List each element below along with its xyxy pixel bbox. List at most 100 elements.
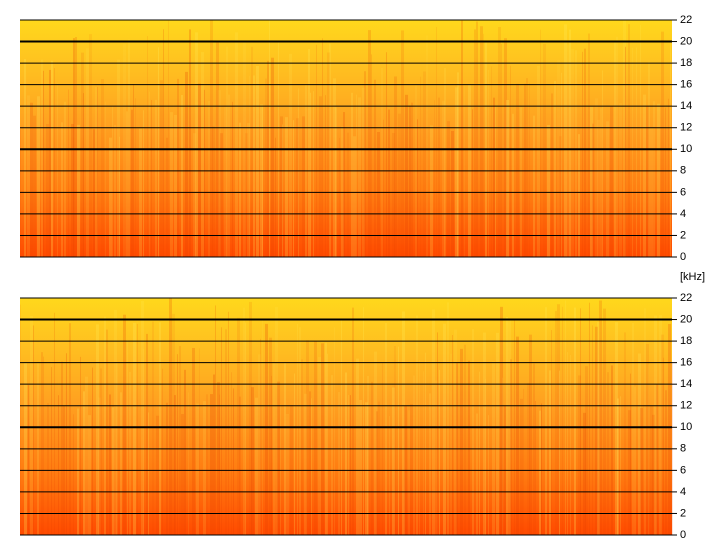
spectrogram-texture: [392, 133, 395, 257]
spectrogram-texture: [339, 137, 340, 257]
spectrogram-texture: [600, 108, 602, 257]
spectrogram-texture: [516, 336, 519, 535]
spectrogram-texture: [247, 123, 250, 257]
y-tick-label: 0: [680, 529, 686, 541]
spectrogram-texture: [195, 32, 198, 257]
spectrogram-texture: [83, 391, 85, 535]
spectrogram-texture: [620, 396, 621, 535]
spectrogram-texture: [374, 79, 376, 257]
spectrogram-texture: [665, 390, 667, 535]
spectrogram-texture: [551, 93, 553, 257]
spectrogram-texture: [232, 101, 233, 258]
spectrogram-texture: [260, 104, 263, 257]
spectrogram-texture: [135, 98, 136, 257]
spectrogram-texture: [479, 371, 480, 535]
spectrogram-texture: [624, 332, 626, 535]
spectrogram-texture: [611, 365, 613, 535]
spectrogram-texture: [333, 78, 336, 258]
spectrogram-texture: [243, 307, 245, 535]
spectrogram-texture: [476, 21, 478, 257]
spectrogram-texture: [163, 29, 164, 258]
spectrogram-texture: [574, 307, 576, 535]
spectrogram-texture: [265, 78, 267, 257]
spectrogram-texture: [41, 59, 43, 258]
spectrogram-texture: [289, 53, 292, 258]
spectrogram-texture: [37, 96, 40, 257]
spectrogram-texture: [595, 98, 598, 257]
spectrogram-texture: [567, 44, 569, 258]
spectrogram-texture: [181, 94, 183, 257]
spectrogram-texture: [189, 29, 191, 257]
spectrogram-texture: [297, 323, 298, 535]
spectrogram-texture: [101, 79, 104, 257]
spectrogram-texture: [95, 86, 98, 257]
spectrogram-texture: [535, 401, 536, 535]
spectrogram-texture: [174, 114, 177, 258]
spectrogram-texture: [549, 370, 551, 535]
spectrogram-texture: [668, 323, 671, 535]
spectrogram-texture: [146, 333, 148, 535]
spectrogram-texture: [632, 47, 633, 258]
spectrogram-texture: [61, 361, 63, 535]
y-tick-label: 22: [680, 292, 692, 304]
spectrogram-texture: [217, 382, 220, 535]
spectrogram-texture: [347, 132, 349, 257]
spectrogram-texture: [644, 308, 646, 535]
spectrogram-texture: [501, 43, 502, 257]
spectrogram-texture: [30, 316, 33, 535]
spectrogram-texture: [329, 43, 331, 257]
spectrogram-texture: [225, 329, 227, 535]
spectrogram-texture: [177, 354, 178, 535]
spectrogram-texture: [224, 106, 227, 257]
spectrogram-texture: [54, 68, 55, 258]
spectrogram-texture: [123, 314, 126, 535]
spectrogram-texture: [204, 89, 205, 257]
spectrogram-texture: [378, 401, 380, 535]
spectrogram-texture: [648, 364, 649, 535]
spectrogram-texture: [504, 38, 507, 257]
spectrogram-texture: [129, 371, 131, 535]
spectrogram-texture: [251, 46, 253, 257]
spectrogram-texture: [447, 121, 450, 258]
spectrogram-texture: [541, 403, 542, 535]
spectrogram-texture: [646, 343, 649, 535]
spectrogram-texture: [311, 398, 312, 535]
spectrogram-texture: [256, 65, 259, 257]
spectrogram-texture: [654, 315, 657, 535]
spectrogram-texture: [210, 394, 213, 535]
spectrogram-texture: [500, 306, 503, 535]
spectrogram-texture: [277, 381, 280, 535]
spectrogram-texture: [275, 306, 278, 535]
spectrogram-texture: [388, 109, 390, 257]
spectrogram-texture: [51, 60, 53, 257]
spectrogram-texture: [472, 329, 474, 535]
spectrogram-texture: [75, 37, 77, 257]
spectrogram-texture: [233, 388, 234, 535]
spectrogram-texture: [582, 51, 583, 257]
spectrogram-texture: [304, 393, 307, 535]
spectrogram-texture: [570, 355, 571, 535]
spectrogram-texture: [483, 33, 484, 257]
spectrogram-texture: [168, 20, 169, 258]
spectrogram-texture: [429, 393, 431, 535]
spectrogram-texture: [301, 359, 303, 535]
spectrogram-texture: [365, 402, 368, 535]
spectrogram-texture: [408, 410, 410, 535]
spectrogram-texture: [588, 33, 590, 257]
spectrogram-texture: [179, 345, 181, 535]
spectrogram-texture: [210, 20, 213, 258]
spectrogram-texture: [383, 119, 384, 257]
spectrogram-texture: [166, 137, 168, 257]
spectrogram-texture: [177, 78, 179, 257]
spectrogram-texture: [417, 119, 418, 257]
y-axis-label: [kHz]: [680, 271, 705, 283]
spectrogram-texture: [126, 111, 128, 258]
spectrogram-texture: [533, 115, 535, 258]
spectrogram-texture: [402, 311, 405, 535]
spectrogram-texture: [341, 126, 344, 258]
spectrogram-texture: [269, 20, 270, 257]
spectrogram-texture: [109, 137, 112, 257]
spectrogram-texture: [203, 401, 206, 535]
spectrogram-texture: [80, 356, 81, 535]
